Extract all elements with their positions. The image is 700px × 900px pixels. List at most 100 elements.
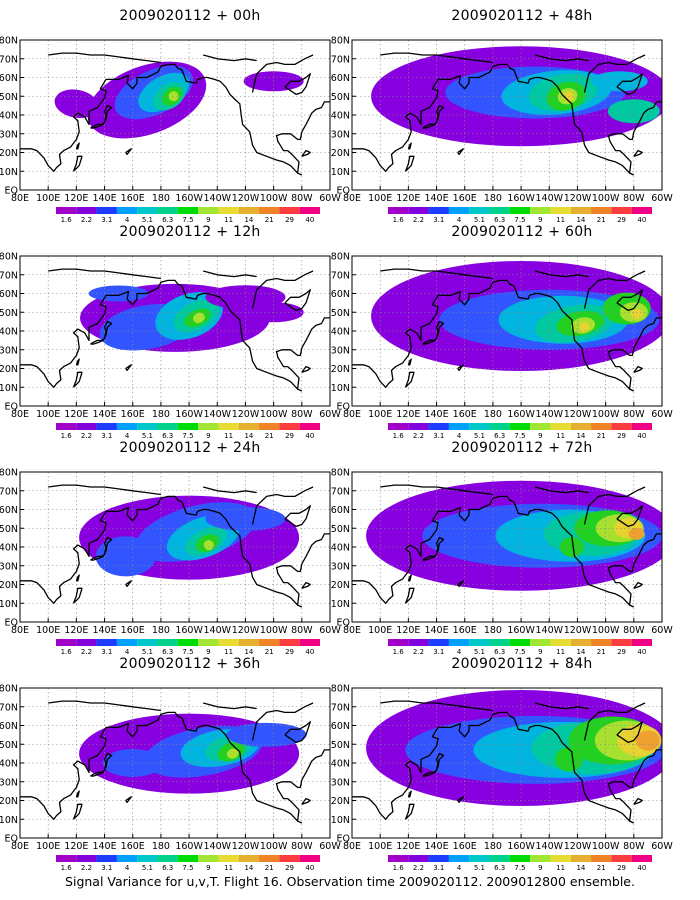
colorbar-swatch [489,639,510,646]
lat-tick-label: 20N [0,796,18,807]
lon-tick-label: 140W [536,409,564,420]
field-contour [95,536,156,577]
lon-tick-label: 120W [232,625,260,636]
lon-tick-label: 60W [319,841,341,852]
panel-title: 2009020112 + 48h [451,8,593,24]
colorbar-level-label: 6.3 [494,648,505,656]
coastline [404,803,415,820]
lat-tick-label: 70N [0,486,18,497]
lat-tick-label: EQ [337,186,350,197]
colorbar-level-label: 4 [457,864,462,872]
colorbar-swatch [157,207,178,214]
colorbar-level-label: 21 [265,432,274,440]
colorbar-swatch [631,855,652,862]
panel-title: 2009020112 + 00h [119,8,261,24]
lat-tick-label: 30N [331,777,350,788]
coastline [380,52,493,64]
lat-tick-label: 50N [0,524,18,535]
colorbar-level-label: 40 [637,216,646,224]
coastline [407,142,412,150]
colorbar-level-label: 29 [285,864,294,872]
colorbar: 1.6 2.2 3.1 4 5.1 6.3 7.5 9 11 14 21 29 40 [56,855,320,872]
lat-tick-label: 70N [331,54,350,65]
lon-tick-label: 160W [507,409,535,420]
coastline [251,702,314,741]
colorbar-swatch [530,855,551,862]
coastline [583,270,646,309]
lon-tick-label: 120W [232,841,260,852]
colorbar-level-label: 3.1 [101,648,112,656]
colorbar-level-label: 9 [538,216,542,224]
lat-tick-label: EQ [5,402,18,413]
lon-tick-label: 120E [64,409,88,420]
lat-tick-label: 40N [0,327,18,338]
colorbar-level-label: 14 [244,216,253,224]
colorbar-level-label: 21 [265,216,274,224]
colorbar-swatch [238,855,260,862]
coastlines [352,268,662,392]
coastline [535,486,589,494]
lon-tick-label: 80E [11,409,29,420]
colorbar-level-label: 3.1 [433,648,444,656]
colorbar-swatch [611,423,632,430]
field-contour [559,537,584,557]
lon-tick-label: 160E [453,193,477,204]
coastline [72,371,83,388]
lon-tick-label: 100W [260,841,288,852]
colorbar-level-label: 6.3 [162,432,173,440]
coastline [422,320,445,345]
coastline [20,495,303,608]
coastline [616,505,643,528]
lon-tick-label: 180 [484,193,502,204]
lon-tick-label: 120E [64,841,88,852]
lat-tick-label: 10N [331,383,350,394]
lon-tick-label: 160W [175,625,203,636]
lon-tick-label: 60W [651,841,673,852]
lon-tick-label: 120E [64,625,88,636]
lat-tick-label: 40N [331,327,350,338]
coastline [583,486,646,525]
colorbar-swatch [509,639,531,646]
colorbar-level-label: 2.2 [81,648,92,656]
colorbar-swatch [76,639,97,646]
lon-tick-label: 160E [121,625,145,636]
lat-tick-label: 70N [331,270,350,281]
colorbar-swatch [509,207,531,214]
colorbar-swatch [530,639,551,646]
colorbar-level-label: 40 [637,432,646,440]
colorbar-level-label: 4 [125,864,130,872]
lon-tick-label: 120W [564,193,592,204]
colorbar-level-label: 4 [457,432,462,440]
panel-title: 2009020112 + 84h [451,656,593,672]
lat-tick-label: 10N [331,167,350,178]
lon-tick-label: 80W [623,841,645,852]
lon-tick-label: 160E [453,409,477,420]
coastline [251,486,314,525]
colorbar-level-label: 11 [556,432,565,440]
coastline [75,790,80,798]
lat-tick-label: 60N [0,721,18,732]
lon-tick-label: 140W [536,625,564,636]
lon-tick-label: 100E [368,625,392,636]
colorbar-level-label: 7.5 [514,432,525,440]
colorbar-swatch [469,423,490,430]
lat-tick-label: 50N [331,92,350,103]
colorbar-swatch [408,855,429,862]
lon-tick-label: 100E [36,841,60,852]
lon-tick-label: 120W [232,193,260,204]
colorbar-level-label: 4 [125,648,130,656]
colorbar-level-label: 11 [556,216,565,224]
lon-tick-label: 100W [592,409,620,420]
lat-tick-label: 50N [0,92,18,103]
colorbar-swatch [388,639,409,646]
colorbar-swatch [96,207,117,214]
lon-tick-label: 80W [623,409,645,420]
coastlines [352,700,662,824]
colorbar-swatch [96,423,117,430]
colorbar-swatch [591,855,612,862]
lon-tick-label: 80W [291,409,313,420]
coastline [616,721,643,744]
colorbar-swatch [218,207,239,214]
lat-tick-label: 60N [0,505,18,516]
colorbar-swatch [96,639,117,646]
